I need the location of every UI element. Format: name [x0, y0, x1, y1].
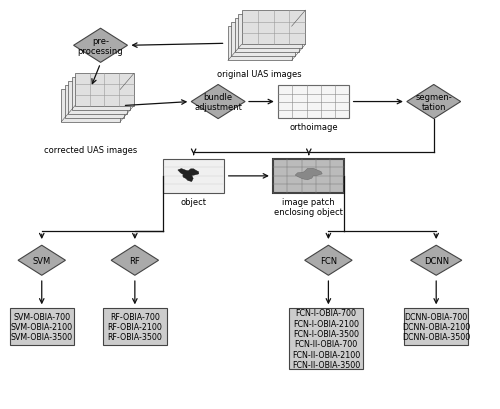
FancyBboxPatch shape — [68, 82, 127, 115]
FancyBboxPatch shape — [72, 78, 130, 110]
FancyBboxPatch shape — [235, 19, 298, 53]
Polygon shape — [74, 29, 128, 63]
FancyBboxPatch shape — [163, 160, 224, 193]
Text: FCN-I-OBIA-700
FCN-I-OBIA-2100
FCN-I-OBIA-3500
FCN-II-OBIA-700
FCN-II-OBIA-2100
: FCN-I-OBIA-700 FCN-I-OBIA-2100 FCN-I-OBI… — [292, 308, 360, 369]
Text: SVM: SVM — [32, 256, 51, 265]
Polygon shape — [18, 246, 66, 276]
Text: DCNN-OBIA-700
DCNN-OBIA-2100
DCNN-OBIA-3500: DCNN-OBIA-700 DCNN-OBIA-2100 DCNN-OBIA-3… — [402, 312, 470, 342]
FancyBboxPatch shape — [274, 160, 344, 193]
Polygon shape — [304, 246, 352, 276]
FancyBboxPatch shape — [62, 90, 120, 122]
FancyBboxPatch shape — [289, 309, 362, 369]
FancyBboxPatch shape — [242, 11, 306, 45]
FancyBboxPatch shape — [10, 309, 74, 345]
Text: FCN: FCN — [320, 256, 337, 265]
Text: RF: RF — [130, 256, 140, 265]
Text: DCNN: DCNN — [424, 256, 449, 265]
Polygon shape — [191, 85, 245, 119]
FancyBboxPatch shape — [65, 86, 124, 118]
Polygon shape — [410, 246, 462, 276]
FancyBboxPatch shape — [232, 23, 295, 57]
Polygon shape — [295, 169, 322, 180]
Text: bundle
adjustment: bundle adjustment — [194, 92, 242, 112]
Text: SVM-OBIA-700
SVM-OBIA-2100
SVM-OBIA-3500: SVM-OBIA-700 SVM-OBIA-2100 SVM-OBIA-3500 — [10, 312, 73, 342]
Text: image patch
enclosing object: image patch enclosing object — [274, 198, 343, 217]
Polygon shape — [178, 169, 199, 182]
FancyBboxPatch shape — [103, 309, 166, 345]
Text: segmen-
tation: segmen- tation — [416, 92, 452, 112]
Text: pre-
processing: pre- processing — [78, 36, 124, 56]
FancyBboxPatch shape — [75, 74, 134, 106]
FancyBboxPatch shape — [238, 15, 302, 49]
Text: original UAS images: original UAS images — [218, 70, 302, 79]
Text: corrected UAS images: corrected UAS images — [44, 146, 138, 155]
FancyBboxPatch shape — [404, 309, 468, 345]
Text: orthoimage: orthoimage — [290, 122, 338, 131]
Text: RF-OBIA-700
RF-OBIA-2100
RF-OBIA-3500: RF-OBIA-700 RF-OBIA-2100 RF-OBIA-3500 — [108, 312, 162, 342]
FancyBboxPatch shape — [228, 27, 292, 61]
FancyBboxPatch shape — [278, 86, 349, 118]
Polygon shape — [111, 246, 158, 276]
Polygon shape — [407, 85, 461, 119]
Text: object: object — [180, 198, 206, 207]
